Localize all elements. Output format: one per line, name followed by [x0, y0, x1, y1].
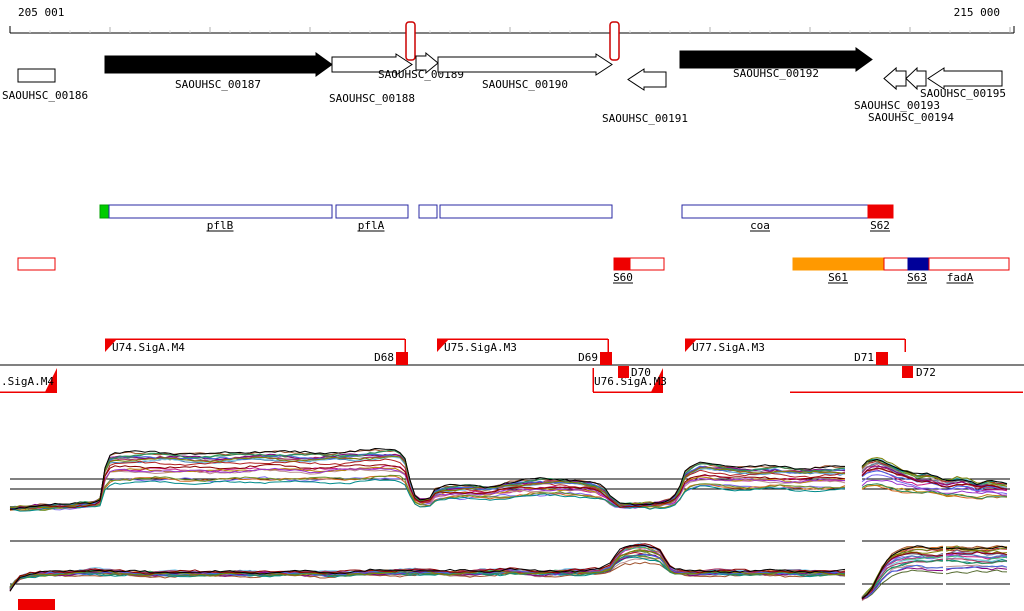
expression-trace: [861, 462, 1008, 490]
terminator-d71[interactable]: [876, 352, 888, 365]
srna-s61-label: S61: [828, 271, 848, 284]
expression-trace: [861, 470, 1008, 491]
gene-saouhsc-00186-label: SAOUHSC_00186: [2, 89, 88, 102]
expression-trace: [9, 545, 846, 591]
expression-trace: [9, 447, 846, 510]
srna-s63-label: S63: [907, 271, 927, 284]
gene-saouhsc-00192-label: SAOUHSC_00192: [733, 67, 819, 80]
tss-flag[interactable]: [437, 339, 449, 352]
terminator-d72-label: D72: [916, 366, 936, 379]
orf-pfla-label: pflA: [358, 219, 385, 232]
expression-trace: [9, 546, 846, 590]
terminator-d70[interactable]: [618, 366, 629, 378]
transcript-u76-siga-m3-label: U76.SigA.M3: [594, 375, 667, 388]
expression-trace: [861, 467, 1008, 490]
expression-trace: [9, 458, 846, 511]
gene-saouhsc-00193-label: SAOUHSC_00193: [854, 99, 940, 112]
orf-box[interactable]: [99, 204, 110, 219]
expression-trace: [861, 458, 1008, 486]
expression-trace: [861, 474, 1008, 495]
gene-saouhsc-00195[interactable]: [927, 67, 1003, 90]
orf-box[interactable]: [439, 204, 613, 219]
ruler-start-coordinate: 205 001: [18, 6, 65, 19]
tss-flag[interactable]: [651, 368, 663, 392]
srna-s60[interactable]: [613, 257, 631, 271]
gene-saouhsc-00190[interactable]: [437, 53, 613, 76]
terminator-d69[interactable]: [600, 352, 612, 365]
srna-fada-label: fadA: [947, 271, 974, 284]
gene-saouhsc-00186[interactable]: [17, 68, 56, 83]
gene-saouhsc-00187-label: SAOUHSC_00187: [175, 78, 261, 91]
terminator-d72[interactable]: [902, 366, 913, 378]
gene-saouhsc-00188[interactable]: [331, 53, 413, 76]
expression-trace: [9, 543, 846, 590]
srna-s60-label: S60: [613, 271, 633, 284]
orf-pflb[interactable]: [108, 204, 333, 219]
expression-trace: [861, 569, 1008, 600]
gene-saouhsc-00192[interactable]: [679, 47, 873, 72]
gene-saouhsc-00188-label: SAOUHSC_00188: [329, 92, 415, 105]
expression-trace: [861, 464, 1008, 490]
expression-trace: [9, 546, 846, 588]
gene-saouhsc-00194-label: SAOUHSC_00194: [868, 111, 954, 124]
srna-box[interactable]: [629, 257, 665, 271]
tss-flag[interactable]: [45, 368, 57, 392]
orf-pfla[interactable]: [335, 204, 409, 219]
orf-box[interactable]: [418, 204, 438, 219]
ruler-red-marker[interactable]: [405, 21, 416, 61]
ruler-red-marker[interactable]: [609, 21, 620, 61]
terminator-d70-label: D70: [631, 366, 651, 379]
expression-trace: [9, 463, 846, 511]
orf-coa-label: coa: [750, 219, 770, 232]
expression-trace: [9, 544, 846, 592]
srna-s61[interactable]: [792, 257, 885, 271]
transcript-u77-siga-m3-label: U77.SigA.M3: [692, 341, 765, 354]
gene-saouhsc-00187[interactable]: [104, 52, 333, 77]
expression-trace: [9, 545, 846, 590]
orf-s62[interactable]: [867, 204, 894, 219]
expression-trace: [861, 483, 1008, 500]
transcript-u75-siga-m3-label: U75.SigA.M3: [444, 341, 517, 354]
orf-s62-label: S62: [870, 219, 890, 232]
terminator-d69-label: D69: [578, 351, 598, 364]
expression-trace: [861, 479, 1007, 496]
expression-trace: [861, 545, 1008, 599]
terminator-d68-label: D68: [374, 351, 394, 364]
expression-trace: [9, 543, 846, 589]
transcript-u74-siga-m4-label: U74.SigA.M4: [112, 341, 185, 354]
gene-saouhsc-00194[interactable]: [905, 66, 927, 91]
srna-box[interactable]: [17, 257, 56, 271]
expression-trace: [861, 559, 1007, 599]
bottom-left-red-bar[interactable]: [18, 599, 55, 610]
gene-saouhsc-00190-label: SAOUHSC_00190: [482, 78, 568, 91]
terminator-d71-label: D71: [854, 351, 874, 364]
expression-trace: [9, 474, 846, 511]
ruler-end-coordinate: 215 000: [953, 6, 1000, 19]
expression-trace: [861, 564, 1008, 599]
expression-trace: [9, 542, 846, 589]
srna-s63[interactable]: [907, 257, 930, 271]
gene-saouhsc-00191[interactable]: [627, 68, 667, 91]
gene-saouhsc-00189[interactable]: [415, 51, 439, 75]
expression-trace: [9, 455, 846, 509]
tss-flag[interactable]: [685, 339, 697, 352]
expression-trace: [861, 550, 1008, 600]
orf-coa[interactable]: [681, 204, 869, 219]
orf-pflb-label: pflB: [207, 219, 234, 232]
transcript--siga-m4-label: .SigA.M4: [1, 375, 54, 388]
gene-saouhsc-00193[interactable]: [883, 66, 907, 91]
panel-divider-gap: [943, 543, 946, 601]
gene-saouhsc-00195-label: SAOUHSC_00195: [920, 87, 1006, 100]
srna-box[interactable]: [883, 257, 909, 271]
terminator-d68[interactable]: [396, 352, 408, 365]
tss-flag[interactable]: [105, 339, 117, 352]
expression-trace: [9, 478, 846, 512]
gene-saouhsc-00191-label: SAOUHSC_00191: [602, 112, 688, 125]
srna-fada[interactable]: [928, 257, 1010, 271]
